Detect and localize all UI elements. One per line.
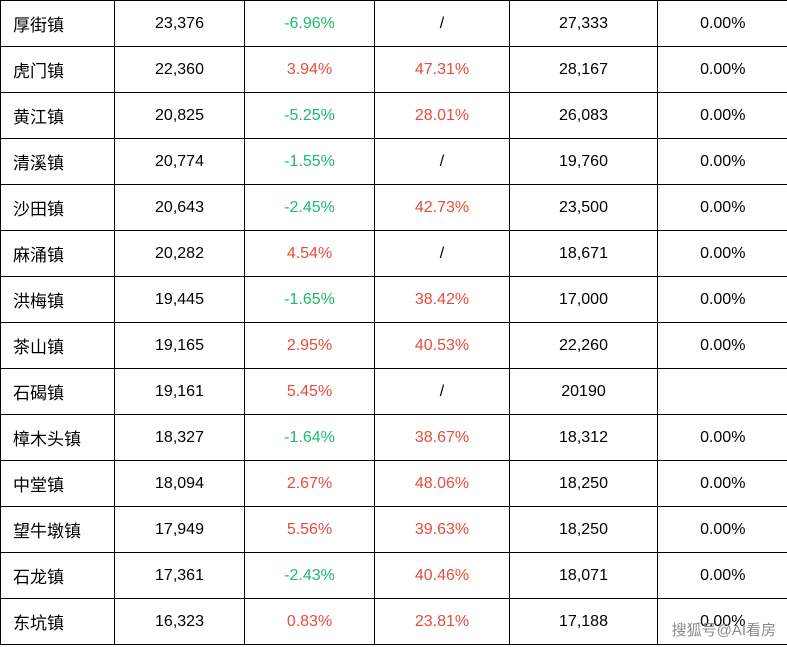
cell-pct2: 48.06% bbox=[375, 461, 510, 507]
cell-pct3: 0.00% bbox=[658, 415, 787, 461]
cell-value1: 18,327 bbox=[115, 415, 245, 461]
cell-name: 中堂镇 bbox=[1, 461, 115, 507]
cell-pct2: / bbox=[375, 231, 510, 277]
cell-value2: 17,000 bbox=[510, 277, 658, 323]
table-row: 石龙镇17,361-2.43%40.46%18,0710.00% bbox=[1, 553, 787, 599]
table-row: 清溪镇20,774-1.55%/19,7600.00% bbox=[1, 139, 787, 185]
cell-pct1: 2.95% bbox=[245, 323, 375, 369]
cell-pct3: 0.00% bbox=[658, 93, 787, 139]
cell-value2: 19,760 bbox=[510, 139, 658, 185]
cell-name: 茶山镇 bbox=[1, 323, 115, 369]
cell-value2: 28,167 bbox=[510, 47, 658, 93]
cell-pct1: -6.96% bbox=[245, 1, 375, 47]
cell-pct2: 28.01% bbox=[375, 93, 510, 139]
cell-pct2: 38.42% bbox=[375, 277, 510, 323]
cell-pct3: 0.00% bbox=[658, 47, 787, 93]
table-body: 厚街镇23,376-6.96%/27,3330.00%虎门镇22,3603.94… bbox=[1, 1, 787, 645]
data-table: 厚街镇23,376-6.96%/27,3330.00%虎门镇22,3603.94… bbox=[0, 0, 787, 645]
cell-pct3: 0.00% bbox=[658, 323, 787, 369]
cell-value2: 23,500 bbox=[510, 185, 658, 231]
cell-pct2: / bbox=[375, 139, 510, 185]
cell-pct3: 0.00% bbox=[658, 461, 787, 507]
table-row: 麻涌镇20,2824.54%/18,6710.00% bbox=[1, 231, 787, 277]
watermark: 搜狐号@AI看房 bbox=[669, 618, 779, 641]
cell-pct1: 3.94% bbox=[245, 47, 375, 93]
cell-value1: 17,361 bbox=[115, 553, 245, 599]
cell-value1: 23,376 bbox=[115, 1, 245, 47]
cell-name: 麻涌镇 bbox=[1, 231, 115, 277]
cell-pct3: 0.00% bbox=[658, 553, 787, 599]
cell-name: 虎门镇 bbox=[1, 47, 115, 93]
cell-value1: 19,165 bbox=[115, 323, 245, 369]
cell-pct3: 0.00% bbox=[658, 507, 787, 553]
cell-name: 望牛墩镇 bbox=[1, 507, 115, 553]
cell-name: 樟木头镇 bbox=[1, 415, 115, 461]
cell-value1: 20,643 bbox=[115, 185, 245, 231]
cell-name: 沙田镇 bbox=[1, 185, 115, 231]
cell-pct2: 40.53% bbox=[375, 323, 510, 369]
cell-pct1: -1.65% bbox=[245, 277, 375, 323]
cell-pct2: 42.73% bbox=[375, 185, 510, 231]
table-row: 厚街镇23,376-6.96%/27,3330.00% bbox=[1, 1, 787, 47]
cell-pct2: 47.31% bbox=[375, 47, 510, 93]
cell-value1: 20,774 bbox=[115, 139, 245, 185]
table-row: 沙田镇20,643-2.45%42.73%23,5000.00% bbox=[1, 185, 787, 231]
cell-pct2: 23.81% bbox=[375, 599, 510, 645]
table-row: 中堂镇18,0942.67%48.06%18,2500.00% bbox=[1, 461, 787, 507]
cell-value2: 20190 bbox=[510, 369, 658, 415]
cell-value2: 26,083 bbox=[510, 93, 658, 139]
cell-pct3 bbox=[658, 369, 787, 415]
cell-pct3: 0.00% bbox=[658, 1, 787, 47]
cell-name: 东坑镇 bbox=[1, 599, 115, 645]
cell-name: 石龙镇 bbox=[1, 553, 115, 599]
cell-pct3: 0.00% bbox=[658, 185, 787, 231]
cell-value2: 18,312 bbox=[510, 415, 658, 461]
cell-value1: 18,094 bbox=[115, 461, 245, 507]
table-row: 石碣镇19,1615.45%/20190 bbox=[1, 369, 787, 415]
cell-value2: 17,188 bbox=[510, 599, 658, 645]
cell-name: 洪梅镇 bbox=[1, 277, 115, 323]
cell-pct2: 40.46% bbox=[375, 553, 510, 599]
table-row: 樟木头镇18,327-1.64%38.67%18,3120.00% bbox=[1, 415, 787, 461]
table-row: 黄江镇20,825-5.25%28.01%26,0830.00% bbox=[1, 93, 787, 139]
cell-value1: 19,161 bbox=[115, 369, 245, 415]
cell-value2: 18,671 bbox=[510, 231, 658, 277]
cell-name: 黄江镇 bbox=[1, 93, 115, 139]
cell-pct1: -2.43% bbox=[245, 553, 375, 599]
cell-value2: 18,250 bbox=[510, 507, 658, 553]
table-row: 望牛墩镇17,9495.56%39.63%18,2500.00% bbox=[1, 507, 787, 553]
cell-pct1: 0.83% bbox=[245, 599, 375, 645]
cell-name: 清溪镇 bbox=[1, 139, 115, 185]
cell-pct1: -5.25% bbox=[245, 93, 375, 139]
cell-pct1: -1.55% bbox=[245, 139, 375, 185]
table-row: 虎门镇22,3603.94%47.31%28,1670.00% bbox=[1, 47, 787, 93]
cell-pct2: 39.63% bbox=[375, 507, 510, 553]
cell-value1: 20,282 bbox=[115, 231, 245, 277]
cell-pct3: 0.00% bbox=[658, 277, 787, 323]
cell-pct1: 5.56% bbox=[245, 507, 375, 553]
cell-value2: 27,333 bbox=[510, 1, 658, 47]
cell-pct2: 38.67% bbox=[375, 415, 510, 461]
cell-value2: 18,250 bbox=[510, 461, 658, 507]
cell-value1: 20,825 bbox=[115, 93, 245, 139]
cell-pct2: / bbox=[375, 369, 510, 415]
cell-pct2: / bbox=[375, 1, 510, 47]
cell-value2: 18,071 bbox=[510, 553, 658, 599]
cell-pct1: 2.67% bbox=[245, 461, 375, 507]
cell-name: 石碣镇 bbox=[1, 369, 115, 415]
cell-pct1: -1.64% bbox=[245, 415, 375, 461]
cell-pct3: 0.00% bbox=[658, 139, 787, 185]
cell-name: 厚街镇 bbox=[1, 1, 115, 47]
cell-value1: 19,445 bbox=[115, 277, 245, 323]
cell-value1: 17,949 bbox=[115, 507, 245, 553]
cell-pct1: 5.45% bbox=[245, 369, 375, 415]
cell-value2: 22,260 bbox=[510, 323, 658, 369]
table-row: 茶山镇19,1652.95%40.53%22,2600.00% bbox=[1, 323, 787, 369]
cell-pct1: 4.54% bbox=[245, 231, 375, 277]
table-row: 洪梅镇19,445-1.65%38.42%17,0000.00% bbox=[1, 277, 787, 323]
cell-value1: 22,360 bbox=[115, 47, 245, 93]
cell-pct3: 0.00% bbox=[658, 231, 787, 277]
cell-pct1: -2.45% bbox=[245, 185, 375, 231]
cell-value1: 16,323 bbox=[115, 599, 245, 645]
